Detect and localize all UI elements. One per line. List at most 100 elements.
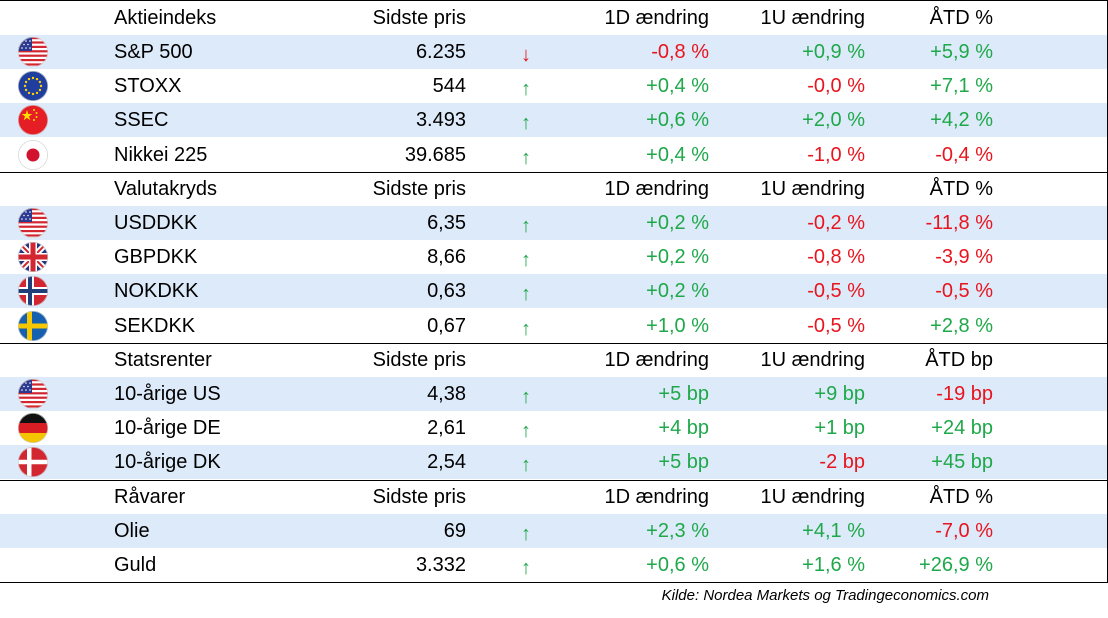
arrow-up-icon: ↑	[521, 420, 531, 443]
column-header-1d: 1D ændring	[604, 348, 709, 371]
uk-flag-icon	[18, 242, 48, 273]
last-price: 2,54	[427, 451, 466, 474]
table-row: 10-årige US 4,38 ↑ +5 bp +9 bp -19 bp	[0, 377, 1108, 411]
change-1w: -0,5 %	[807, 280, 865, 303]
instrument-name: 10-årige DK	[114, 451, 221, 474]
arrow-up-icon: ↑	[521, 386, 531, 408]
table-row: SSEC 3.493 ↑ +0,6 % +2,0 % +4,2 %	[0, 103, 1108, 138]
arrow-up-icon: ↑	[521, 249, 531, 272]
table-row: STOXX 544 ↑ +0,4 % -0,0 % +7,1 %	[0, 69, 1108, 103]
instrument-name: GBPDKK	[114, 246, 198, 269]
change-1w: +1 bp	[814, 417, 865, 440]
change-1w: -0,8 %	[807, 246, 865, 269]
section-header: Statsrenter Sidste pris 1D ændring 1U ændri…	[0, 343, 1108, 377]
instrument-name: Guld	[114, 554, 157, 576]
change-1d: +0,6 %	[646, 109, 709, 132]
instrument-name: 10-årige US	[114, 383, 221, 405]
section-title: Aktieindeks	[114, 6, 217, 29]
instrument-name: STOXX	[114, 75, 182, 98]
column-header-price: Sidste pris	[372, 485, 466, 508]
column-header-1w: 1U ændring	[760, 348, 865, 371]
arrow-up-icon: ↑	[521, 112, 531, 135]
us-flag-icon	[18, 208, 48, 238]
change-1d: +4 bp	[658, 417, 709, 440]
divider	[0, 479, 1108, 481]
table-row: Guld 3.332 ↑ +0,6 % +1,6 % +26,9 %	[0, 548, 1108, 582]
change-1w: -0,0 %	[807, 75, 865, 98]
column-header-1w: 1U ændring	[760, 6, 865, 29]
arrow-up-icon: ↑	[521, 283, 531, 306]
column-header-price: Sidste pris	[372, 6, 466, 29]
instrument-name: USDDKK	[114, 212, 198, 234]
change-1w: +2,0 %	[802, 109, 865, 132]
last-price: 3.332	[415, 554, 466, 576]
arrow-up-icon: ↑	[521, 317, 531, 340]
last-price: 4,38	[427, 383, 466, 405]
column-header-1d: 1D ændring	[604, 6, 709, 29]
section-title: Valutakryds	[114, 177, 218, 200]
change-1d: +2,3 %	[646, 519, 709, 542]
instrument-name: SSEC	[114, 109, 169, 132]
norway-flag-icon	[18, 276, 48, 307]
last-price: 0,63	[427, 280, 466, 303]
column-header-price: Sidste pris	[372, 348, 466, 371]
divider	[0, 342, 1108, 344]
column-header-1d: 1D ændring	[604, 177, 709, 200]
change-1d: +0,4 %	[646, 143, 709, 166]
column-header-ytd: ÅTD bp	[925, 348, 993, 371]
column-header-ytd: ÅTD %	[929, 6, 993, 29]
change-ytd: +4,2 %	[930, 109, 993, 132]
section-header: Råvarer Sidste pris 1D ændring 1U ændring ÅT…	[0, 480, 1108, 514]
table-row: NOKDKK 0,63 ↑ +0,2 % -0,5 % -0,5 %	[0, 274, 1108, 309]
column-header-ytd: ÅTD %	[929, 485, 993, 508]
table-row: 10-årige DE 2,61 ↑ +4 bp +1 bp +24 bp	[0, 411, 1108, 445]
table-row: SEKDKK 0,67 ↑ +1,0 % -0,5 % +2,8 %	[0, 309, 1108, 343]
table-row: GBPDKK 8,66 ↑ +0,2 % -0,8 % -3,9 %	[0, 240, 1108, 274]
section-title: Statsrenter	[114, 348, 212, 371]
divider	[0, 0, 1108, 1]
divider	[0, 582, 1108, 584]
table-row: USDDKK 6,35 ↑ +0,2 % -0,2 % -11,8 %	[0, 206, 1108, 240]
divider	[0, 171, 1108, 173]
japan-flag-icon	[18, 139, 48, 170]
china-flag-icon	[18, 105, 48, 136]
table-row: Nikkei 225 39.685 ↑ +0,4 % -1,0 % -0,4 %	[0, 138, 1108, 172]
change-1d: -0,8 %	[651, 41, 709, 63]
change-ytd: +5,9 %	[930, 41, 993, 63]
arrow-up-icon: ↑	[521, 557, 531, 579]
change-ytd: -11,8 %	[925, 212, 993, 234]
last-price: 39.685	[404, 143, 466, 166]
arrow-up-icon: ↑	[521, 522, 531, 545]
change-ytd: -7,0 %	[935, 519, 993, 542]
change-1w: +0,9 %	[802, 41, 865, 63]
denmark-flag-icon	[18, 447, 48, 478]
arrow-down-icon: ↓	[521, 44, 531, 66]
last-price: 6,35	[427, 212, 466, 234]
change-1w: -1,0 %	[807, 143, 865, 166]
table-row: Olie 69 ↑ +2,3 % +4,1 % -7,0 %	[0, 513, 1108, 548]
source-note: Kilde: Nordea Markets og Tradingeconomic…	[661, 587, 989, 604]
table-row: S&P 500 6.235 ↓ -0,8 % +0,9 % +5,9 %	[0, 35, 1108, 69]
change-1w: +9 bp	[814, 383, 865, 405]
change-1d: +5 bp	[658, 451, 709, 474]
change-1d: +0,6 %	[646, 554, 709, 576]
arrow-up-icon: ↑	[521, 215, 531, 237]
change-ytd: +45 bp	[931, 451, 993, 474]
instrument-name: SEKDKK	[114, 314, 196, 337]
sweden-flag-icon	[18, 310, 48, 341]
instrument-name: 10-årige DE	[114, 417, 221, 440]
section-header: Valutakryds Sidste pris 1D ændring 1U ændri…	[0, 172, 1108, 206]
column-header-1w: 1U ændring	[760, 177, 865, 200]
last-price: 3.493	[415, 109, 466, 132]
change-1d: +0,2 %	[646, 212, 709, 234]
last-price: 2,61	[427, 417, 466, 440]
arrow-up-icon: ↑	[521, 78, 531, 101]
change-1d: +5 bp	[658, 383, 709, 405]
change-1w: -2 bp	[819, 451, 865, 474]
change-ytd: +7,1 %	[930, 75, 993, 98]
change-ytd: +26,9 %	[919, 554, 993, 576]
arrow-up-icon: ↑	[521, 454, 531, 477]
column-header-ytd: ÅTD %	[929, 177, 993, 200]
eu-flag-icon	[18, 71, 48, 102]
germany-flag-icon	[18, 413, 48, 444]
